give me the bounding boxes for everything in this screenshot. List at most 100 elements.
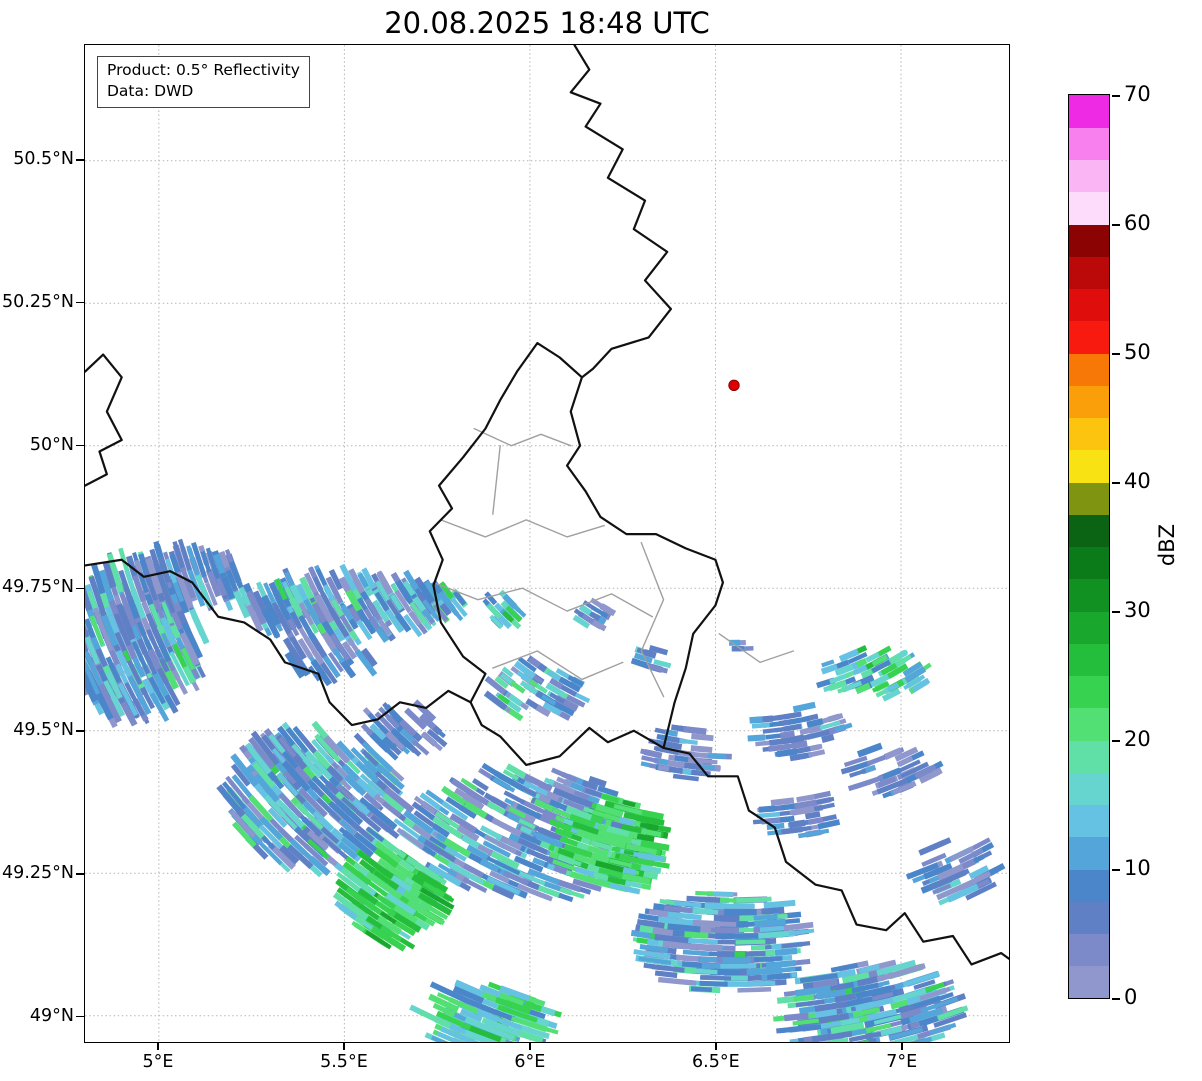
echo-streak [348, 568, 366, 594]
echo-streak [208, 554, 221, 580]
echo-streak [913, 992, 954, 1009]
echo-streak [809, 750, 823, 757]
echo-streak [131, 654, 146, 678]
echo-streak [716, 933, 742, 939]
echo-streak [851, 982, 880, 994]
echo-streak [340, 867, 373, 894]
echo-streak [590, 852, 610, 864]
echo-streak [756, 811, 781, 819]
echo-streak [118, 569, 133, 602]
echo-streak [446, 861, 479, 883]
echo-streak [640, 840, 670, 852]
echo-streak [253, 773, 275, 796]
national-border [85, 353, 123, 487]
echo-streak [373, 847, 399, 869]
echo-streak [911, 677, 931, 693]
echo-streak [770, 797, 795, 806]
echo-streak [382, 800, 402, 818]
echo-streak [639, 944, 669, 953]
echo-streak [447, 602, 464, 622]
echo-streak [124, 682, 146, 717]
colorbar-segment [1069, 772, 1109, 806]
echo-streak [557, 879, 582, 893]
echo-streak [921, 852, 947, 867]
echo-streak [549, 692, 566, 704]
national-border [428, 342, 725, 767]
echo-streak [271, 601, 292, 635]
echo-streak [486, 856, 521, 876]
echo-streak [449, 596, 468, 618]
echo-streak [542, 701, 563, 717]
echo-streak [590, 840, 613, 851]
echo-streak [354, 649, 378, 677]
echo-streak [352, 830, 378, 853]
echo-streak [320, 662, 338, 685]
echo-streak [819, 713, 844, 725]
echo-streak [450, 778, 480, 800]
map-svg [85, 45, 1009, 1042]
echo-streak [229, 809, 256, 838]
echo-streak [463, 1029, 511, 1042]
echo-streak [918, 1014, 943, 1027]
echo-streak [158, 557, 171, 582]
echo-streak [590, 605, 609, 619]
echo-streak [535, 704, 551, 718]
y-tick-mark [76, 301, 84, 304]
echo-streak [267, 842, 297, 870]
echo-streak [370, 926, 407, 952]
echo-streak [471, 778, 489, 792]
echo-streak [483, 792, 508, 810]
echo-streak [87, 611, 105, 646]
echo-streak [126, 672, 144, 702]
echo-streak [860, 668, 875, 679]
echo-streak [558, 676, 581, 693]
echo-streak [594, 860, 624, 873]
echo-streak [418, 806, 435, 820]
echo-streak [350, 746, 373, 770]
echo-streak [381, 838, 407, 859]
echo-streak [930, 862, 953, 877]
echo-streak [765, 732, 785, 740]
echo-streak [384, 608, 405, 633]
echo-streak [432, 1002, 456, 1018]
national-border [569, 45, 673, 379]
echo-streak [246, 590, 267, 625]
echo-streak [707, 753, 727, 759]
echo-streak [514, 855, 544, 873]
echo-streak [684, 931, 709, 939]
echo-streak [591, 619, 607, 632]
echo-streak [526, 848, 551, 863]
echo-streak [278, 736, 297, 758]
echo-streak [376, 571, 394, 595]
echo-streak [845, 1037, 877, 1042]
echo-streak [892, 988, 927, 1003]
echo-streak [492, 777, 516, 793]
echo-streak [640, 828, 662, 838]
echo-streak [619, 817, 635, 826]
y-tick-mark [76, 730, 84, 732]
echo-streak [494, 676, 509, 689]
echo-streak [85, 586, 93, 611]
echo-streak [965, 881, 997, 901]
echo-streak [357, 887, 379, 906]
echo-streak [657, 976, 697, 986]
echo-streak [265, 814, 293, 843]
echo-streak [636, 647, 652, 657]
echo-streak [674, 900, 702, 908]
echo-streak [404, 707, 427, 730]
echo-streak [439, 864, 458, 878]
echo-streak [497, 1004, 538, 1023]
echo-streak [587, 845, 609, 857]
echo-streak [592, 810, 622, 823]
colorbar-segment [1069, 159, 1109, 193]
echo-streak [758, 805, 776, 813]
echo-streak [667, 911, 702, 921]
echo-streak [873, 1015, 897, 1025]
echo-streak [230, 763, 251, 787]
echo-streak [902, 971, 940, 988]
echo-streak [264, 794, 286, 818]
echo-streak [843, 755, 868, 768]
colorbar-segment [1069, 449, 1109, 483]
colorbar-segment [1069, 578, 1109, 612]
colorbar-segment [1069, 191, 1109, 225]
